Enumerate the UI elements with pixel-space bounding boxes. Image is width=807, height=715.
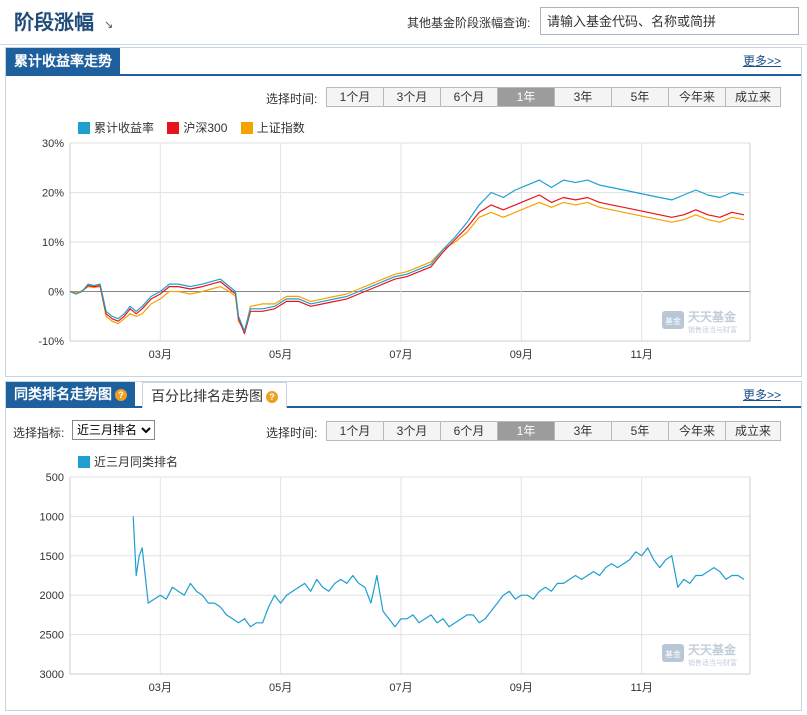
watermark-text: 天天基金 [688,642,737,657]
y-tick-label: 10% [42,237,64,249]
x-tick-label: 07月 [389,349,412,361]
x-tick-label: 05月 [269,682,292,694]
series-line-2[interactable] [69,201,745,332]
legend-item-fund[interactable]: 累计收益率 [78,119,154,136]
x-tick-label: 09月 [510,349,533,361]
watermark-subtext: 销售适当与财富 [688,325,737,334]
indicator-label: 选择指标: [13,426,65,440]
more-link[interactable]: 更多>> [742,54,781,68]
range-ytd[interactable]: 今年来 [669,88,726,106]
time-range-selector: 1个月 3个月 6个月 1年 3年 5年 今年来 成立来 [326,421,781,441]
y-tick-label: 500 [46,472,64,484]
range-6m[interactable]: 6个月 [441,422,498,440]
tab-percent-rank[interactable]: 百分比排名走势图? [142,382,287,408]
indicator-select[interactable]: 近三月排名 [72,420,155,440]
range-3y[interactable]: 3年 [555,422,612,440]
range-5y[interactable]: 5年 [612,422,669,440]
range-3y[interactable]: 3年 [555,88,612,106]
fund-query-label: 其他基金阶段涨幅查询: [407,16,531,30]
legend-swatch [78,121,90,134]
watermark-text: 天天基金 [688,309,737,324]
x-tick-label: 11月 [630,349,652,361]
y-tick-label: 3000 [40,669,64,681]
series-line-1[interactable] [69,194,745,335]
chart2-legend: 近三月同类排名 [78,453,188,471]
cumulative-return-chart: 30% 20% 10% 0% -10% 03月 05月 07月 09月 11月 基金 天天基金销售适当… [38,138,751,361]
watermark-badge [662,644,684,662]
watermark-badge-text: 基金 [665,649,681,659]
x-tick-label: 07月 [389,682,412,694]
range-label: 选择时间: [266,92,318,106]
legend-item-peer-rank[interactable]: 近三月同类排名 [78,453,178,470]
fund-search-input[interactable] [540,7,799,35]
panel-header: 同类排名走势图? 百分比排名走势图? 更多>> [6,382,801,408]
range-since-inception[interactable]: 成立来 [726,422,780,440]
legend-swatch [78,455,90,468]
x-tick-label: 03月 [149,682,172,694]
series-line-0[interactable] [69,179,745,332]
cumulative-return-tab[interactable]: 累计收益率走势 [6,48,120,74]
top-bar [0,0,807,45]
y-tick-label: 2500 [40,630,64,642]
x-tick-label: 03月 [149,349,172,361]
range-since-inception[interactable]: 成立来 [726,88,780,106]
help-icon[interactable]: ? [115,389,127,401]
range-1y[interactable]: 1年 [498,88,555,106]
watermark-badge-text: 基金 [665,316,681,326]
y-tick-label: 20% [42,188,64,200]
y-tick-label: -10% [38,336,64,348]
peer-rank-chart: 500 1000 1500 2000 2500 3000 03月 05月 07月 09月 11月 基金… [40,472,751,694]
range-6m[interactable]: 6个月 [441,88,498,106]
y-tick-label: 1000 [40,511,64,523]
expand-arrow-icon[interactable]: ↘ [104,19,114,31]
legend-item-hs300[interactable]: 沪深300 [167,119,227,136]
x-tick-label: 05月 [269,349,292,361]
range-5y[interactable]: 5年 [612,88,669,106]
series-line-0[interactable] [132,516,745,628]
range-ytd[interactable]: 今年来 [669,422,726,440]
range-3m[interactable]: 3个月 [384,422,441,440]
legend-swatch [167,121,180,134]
x-tick-label: 11月 [630,682,652,694]
chart1-legend: 累计收益率 沪深300 上证指数 [78,119,315,137]
legend-item-sh-index[interactable]: 上证指数 [240,119,305,136]
range-label: 选择时间: [266,426,318,440]
y-tick-label: 0% [48,287,64,299]
y-tick-label: 2000 [40,590,64,602]
peer-rank-panel: 同类排名走势图? 百分比排名走势图? 更多>> [5,381,802,711]
help-icon[interactable]: ? [266,391,278,403]
range-3m[interactable]: 3个月 [384,88,441,106]
more-link[interactable]: 更多>> [742,388,781,402]
page-title: 阶段涨幅 [14,12,94,34]
cumulative-return-panel: 累计收益率走势 更多>> [5,47,802,377]
y-tick-label: 30% [42,138,64,150]
legend-swatch [240,121,253,134]
range-1y[interactable]: 1年 [498,422,555,440]
range-1m[interactable]: 1个月 [327,88,384,106]
range-1m[interactable]: 1个月 [327,422,384,440]
x-tick-label: 09月 [510,682,533,694]
watermark-subtext: 销售适当与财富 [688,658,737,667]
tab-peer-rank[interactable]: 同类排名走势图? [6,382,135,406]
panel-header: 累计收益率走势 更多>> [6,48,801,76]
y-tick-label: 1500 [40,551,64,563]
time-range-selector: 1个月 3个月 6个月 1年 3年 5年 今年来 成立来 [326,87,781,107]
watermark-badge [662,311,684,329]
